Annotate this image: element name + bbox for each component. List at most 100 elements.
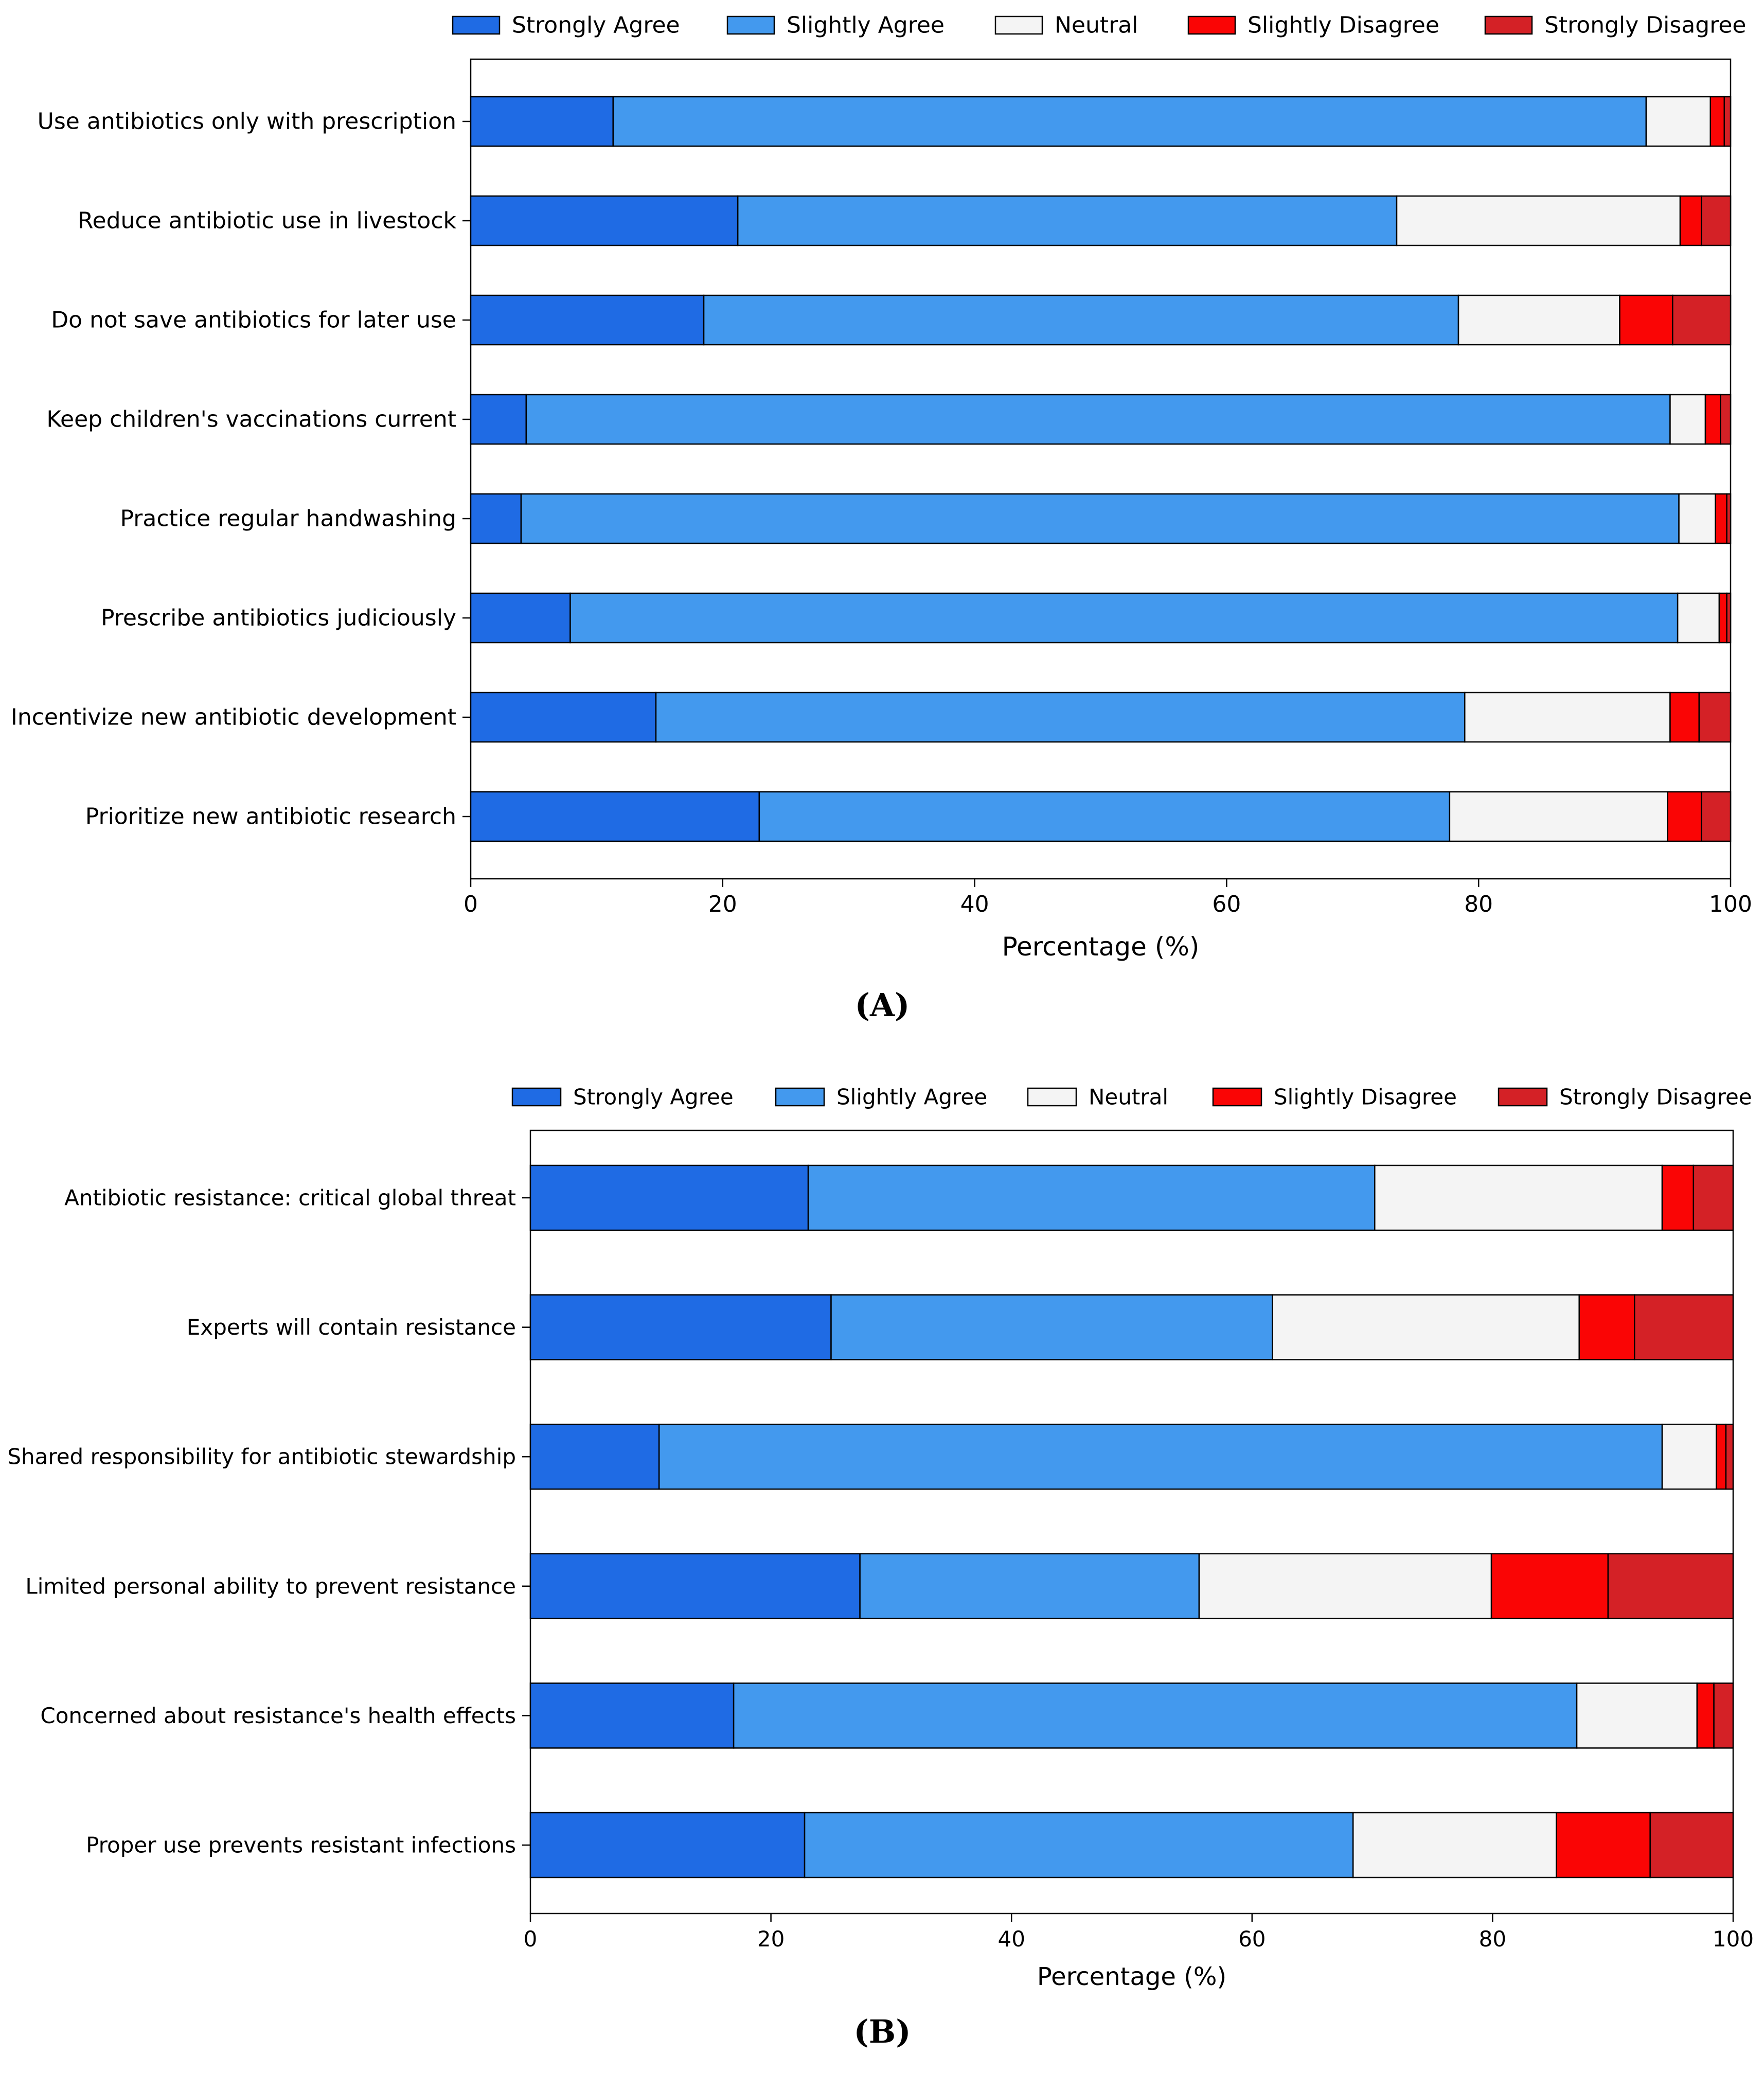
bar-a-reduce-antibiotic-use-in-livestock-neutral: [1396, 195, 1681, 246]
x-tick-label-b-0: 0: [524, 1926, 538, 1952]
bar-b-antibiotic-resistance-critical-global-threat-strongly-agree: [529, 1164, 809, 1231]
bar-b-limited-personal-ability-to-prevent-resistance-slightly-disagree: [1490, 1553, 1609, 1620]
bar-a-reduce-antibiotic-use-in-livestock-slightly-agree: [737, 195, 1398, 246]
bar-a-reduce-antibiotic-use-in-livestock-strongly-disagree: [1701, 195, 1732, 246]
legend-swatch-a-neutral: [994, 15, 1043, 35]
legend-swatch-b-slightly-disagree: [1212, 1087, 1262, 1107]
y-tick-label-b-concerned-about-resistance-s-health-effects: Concerned about resistance's health effe…: [40, 1703, 516, 1728]
y-tick-label-b-limited-personal-ability-to-prevent-resistance: Limited personal ability to prevent resi…: [25, 1573, 516, 1599]
bar-a-use-antibiotics-only-with-prescription-slightly-disagree: [1709, 96, 1725, 147]
y-tick-label-a-use-antibiotics-only-with-prescription: Use antibiotics only with prescription: [38, 109, 456, 135]
bar-a-keep-children-s-vaccinations-current-slightly-agree: [525, 394, 1671, 445]
y-tick-label-b-proper-use-prevents-resistant-infections: Proper use prevents resistant infections: [86, 1833, 516, 1858]
legend-label-b-slightly-agree: Slightly Agree: [836, 1085, 987, 1110]
bar-b-shared-responsibility-for-antibiotic-stewardship-strongly-disagree: [1725, 1423, 1734, 1490]
x-tick-label-a-0: 0: [464, 891, 478, 917]
bar-b-experts-will-contain-resistance-slightly-agree: [830, 1294, 1273, 1360]
x-tick-label-b-60: 60: [1238, 1926, 1266, 1952]
legend-label-b-neutral: Neutral: [1089, 1085, 1168, 1110]
legend-label-a-slightly-disagree: Slightly Disagree: [1248, 12, 1439, 39]
bar-b-antibiotic-resistance-critical-global-threat-slightly-disagree: [1661, 1164, 1695, 1231]
bar-b-proper-use-prevents-resistant-infections-neutral: [1352, 1812, 1557, 1879]
legend-swatch-a-slightly-agree: [726, 15, 775, 35]
bar-b-concerned-about-resistance-s-health-effects-strongly-agree: [529, 1682, 735, 1749]
bar-a-prioritize-new-antibiotic-research-strongly-disagree: [1701, 791, 1732, 842]
bar-b-concerned-about-resistance-s-health-effects-slightly-agree: [733, 1682, 1578, 1749]
legend-swatch-a-strongly-disagree: [1484, 15, 1533, 35]
bar-b-antibiotic-resistance-critical-global-threat-neutral: [1374, 1164, 1663, 1231]
x-tick-label-b-20: 20: [757, 1926, 785, 1952]
bar-b-proper-use-prevents-resistant-infections-slightly-disagree: [1556, 1812, 1651, 1879]
bar-b-limited-personal-ability-to-prevent-resistance-neutral: [1198, 1553, 1492, 1620]
legend-label-b-strongly-agree: Strongly Agree: [573, 1085, 734, 1110]
bar-a-use-antibiotics-only-with-prescription-neutral: [1645, 96, 1712, 147]
x-tick-label-a-100: 100: [1709, 891, 1752, 917]
legend-swatch-b-strongly-agree: [511, 1087, 562, 1107]
bar-a-prescribe-antibiotics-judiciously-strongly-agree: [470, 592, 571, 644]
bar-b-proper-use-prevents-resistant-infections-strongly-disagree: [1649, 1812, 1734, 1879]
legend-label-a-strongly-agree: Strongly Agree: [512, 12, 680, 39]
bar-a-practice-regular-handwashing-neutral: [1678, 493, 1716, 544]
y-tick-label-b-antibiotic-resistance-critical-global-threat: Antibiotic resistance: critical global t…: [64, 1185, 516, 1211]
chart-panel-b: Strongly Agree Slightly Agree Neutral Sligh…: [7, 1085, 1754, 2051]
bar-b-experts-will-contain-resistance-slightly-disagree: [1578, 1294, 1635, 1360]
y-tick-label-a-incentivize-new-antibiotic-development: Incentivize new antibiotic development: [11, 704, 456, 731]
legend-label-a-neutral: Neutral: [1055, 12, 1138, 39]
legend-swatch-b-neutral: [1027, 1087, 1077, 1107]
plot-area-b: [529, 1129, 1734, 1915]
bar-a-prioritize-new-antibiotic-research-slightly-disagree: [1667, 791, 1702, 842]
bar-a-prioritize-new-antibiotic-research-neutral: [1449, 791, 1668, 842]
bar-a-prescribe-antibiotics-judiciously-slightly-agree: [569, 592, 1679, 644]
bar-a-do-not-save-antibiotics-for-later-use-strongly-disagree: [1672, 294, 1732, 346]
bar-a-prescribe-antibiotics-judiciously-strongly-disagree: [1726, 592, 1732, 644]
x-tick-label-a-20: 20: [708, 891, 737, 917]
bar-a-practice-regular-handwashing-strongly-agree: [470, 493, 522, 544]
bar-a-prescribe-antibiotics-judiciously-slightly-disagree: [1718, 592, 1727, 644]
bar-a-reduce-antibiotic-use-in-livestock-strongly-agree: [470, 195, 739, 246]
bar-b-shared-responsibility-for-antibiotic-stewardship-neutral: [1661, 1423, 1717, 1490]
bar-a-keep-children-s-vaccinations-current-neutral: [1669, 394, 1706, 445]
bar-b-shared-responsibility-for-antibiotic-stewardship-slightly-disagree: [1716, 1423, 1727, 1490]
bar-a-prioritize-new-antibiotic-research-strongly-agree: [470, 791, 760, 842]
bar-a-use-antibiotics-only-with-prescription-strongly-disagree: [1723, 96, 1732, 147]
bar-b-antibiotic-resistance-critical-global-threat-slightly-agree: [807, 1164, 1376, 1231]
x-tick-label-b-100: 100: [1713, 1926, 1754, 1952]
bar-a-incentivize-new-antibiotic-development-strongly-disagree: [1698, 692, 1732, 743]
y-tick-label-a-reduce-antibiotic-use-in-livestock: Reduce antibiotic use in livestock: [78, 208, 457, 234]
legend-swatch-a-slightly-disagree: [1187, 15, 1236, 35]
bar-a-do-not-save-antibiotics-for-later-use-neutral: [1457, 294, 1620, 346]
legend-label-b-slightly-disagree: Slightly Disagree: [1274, 1085, 1457, 1110]
bar-b-proper-use-prevents-resistant-infections-slightly-agree: [804, 1812, 1354, 1879]
bar-a-keep-children-s-vaccinations-current-strongly-disagree: [1720, 394, 1732, 445]
bar-a-prescribe-antibiotics-judiciously-neutral: [1677, 592, 1720, 644]
y-tick-label-a-prescribe-antibiotics-judiciously: Prescribe antibiotics judiciously: [101, 605, 456, 631]
bar-a-keep-children-s-vaccinations-current-slightly-disagree: [1704, 394, 1721, 445]
bar-a-prioritize-new-antibiotic-research-slightly-agree: [758, 791, 1451, 842]
x-tick-label-b-80: 80: [1479, 1926, 1506, 1952]
y-tick-label-a-keep-children-s-vaccinations-current: Keep children's vaccinations current: [46, 406, 456, 433]
bar-a-incentivize-new-antibiotic-development-neutral: [1464, 692, 1671, 743]
y-tick-label-b-shared-responsibility-for-antibiotic-stewardship: Shared responsibility for antibiotic ste…: [7, 1444, 516, 1469]
plot-area-a: [470, 58, 1732, 880]
bar-b-shared-responsibility-for-antibiotic-stewardship-slightly-agree: [658, 1423, 1663, 1490]
bar-b-concerned-about-resistance-s-health-effects-strongly-disagree: [1713, 1682, 1734, 1749]
bar-a-reduce-antibiotic-use-in-livestock-slightly-disagree: [1679, 195, 1702, 246]
legend-label-a-strongly-disagree: Strongly Disagree: [1544, 12, 1746, 39]
bar-b-proper-use-prevents-resistant-infections-strongly-agree: [529, 1812, 806, 1879]
bar-b-experts-will-contain-resistance-neutral: [1272, 1294, 1580, 1360]
bar-b-shared-responsibility-for-antibiotic-stewardship-strongly-agree: [529, 1423, 660, 1490]
y-tick-label-a-practice-regular-handwashing: Practice regular handwashing: [120, 506, 456, 532]
legend-swatch-b-slightly-agree: [775, 1087, 825, 1107]
legend-swatch-b-strongly-disagree: [1498, 1087, 1548, 1107]
panel-label-b: (B): [853, 2013, 911, 2050]
bar-b-antibiotic-resistance-critical-global-threat-strongly-disagree: [1692, 1164, 1734, 1231]
legend-label-a-slightly-agree: Slightly Agree: [787, 12, 945, 39]
bar-a-incentivize-new-antibiotic-development-strongly-agree: [470, 692, 657, 743]
bar-a-practice-regular-handwashing-slightly-disagree: [1715, 493, 1727, 544]
bar-b-concerned-about-resistance-s-health-effects-slightly-disagree: [1696, 1682, 1715, 1749]
chart-panel-a: Strongly Agree Slightly Agree Neutral Sligh…: [11, 12, 1752, 1024]
x-tick-label-b-40: 40: [997, 1926, 1025, 1952]
bar-a-practice-regular-handwashing-strongly-disagree: [1726, 493, 1732, 544]
bar-b-experts-will-contain-resistance-strongly-agree: [529, 1294, 832, 1360]
